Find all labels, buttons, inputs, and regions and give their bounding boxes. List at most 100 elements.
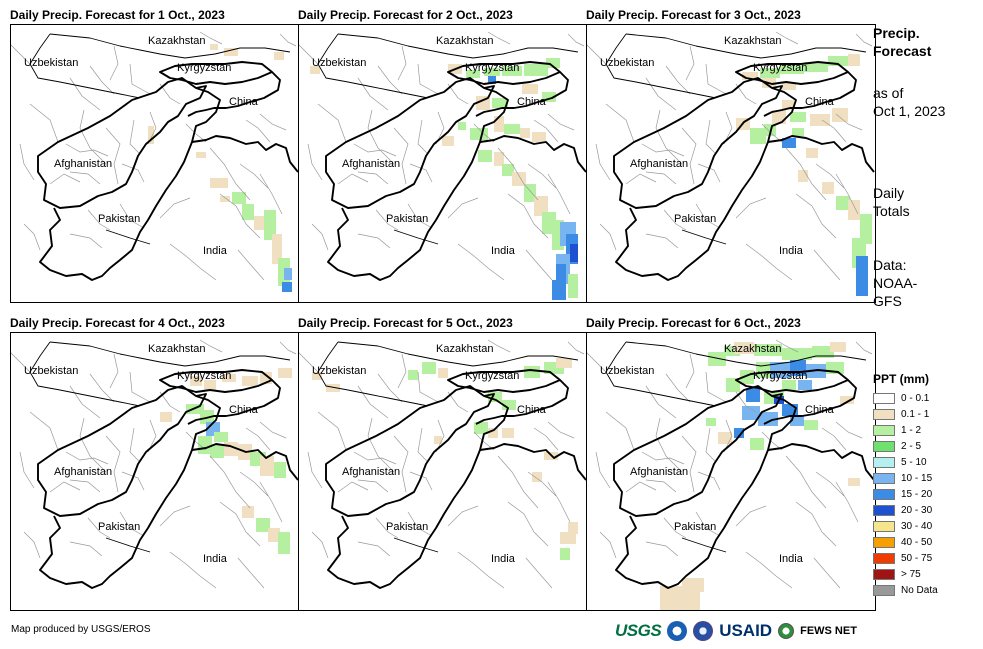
- country-boundary-china: [763, 71, 857, 117]
- legend-item: 10 - 15: [873, 470, 973, 486]
- country-boundary-kaz: [49, 341, 291, 367]
- precip-cell: [552, 280, 566, 300]
- province-boundary: [377, 65, 403, 95]
- precip-cell: [504, 124, 520, 134]
- panel-title: Daily Precip. Forecast for 3 Oct., 2023: [586, 8, 801, 22]
- province-boundary: [435, 111, 445, 145]
- legend-item: 50 - 75: [873, 550, 973, 566]
- precip-cell: [804, 62, 828, 72]
- legend-label: 0 - 0.1: [901, 392, 930, 404]
- province-boundary: [681, 435, 697, 493]
- legend-swatch: [873, 440, 895, 452]
- precip-cell: [278, 532, 290, 554]
- province-boundary: [821, 119, 847, 143]
- province-boundary: [723, 111, 733, 145]
- country-boundary-kaz: [625, 33, 867, 59]
- totals-line1: Daily: [873, 185, 905, 201]
- country-boundary-pak: [39, 87, 221, 281]
- province-boundary: [835, 113, 863, 131]
- precip-cell: [806, 148, 818, 158]
- precip-cell: [734, 342, 754, 354]
- legend-label: 5 - 10: [901, 456, 927, 468]
- province-boundary: [311, 223, 329, 251]
- province-boundary: [761, 431, 783, 451]
- precip-cell: [264, 210, 276, 240]
- usaid-logo: USAID: [719, 621, 773, 640]
- province-boundary: [785, 147, 827, 201]
- country-label-kyrgyzstan: Kyrgyzstan: [177, 370, 231, 382]
- legend-swatch: [873, 488, 895, 500]
- country-boundary-afg: [37, 385, 207, 517]
- country-label-afghanistan: Afghanistan: [54, 158, 112, 170]
- province-boundary: [533, 119, 559, 143]
- province-boundary: [835, 173, 859, 215]
- province-boundary: [337, 481, 369, 493]
- country-boundary-afg: [37, 77, 207, 209]
- country-label-uzbekistan: Uzbekistan: [600, 57, 654, 69]
- province-boundary: [685, 353, 695, 389]
- map-svg: Kazakhstan Uzbekistan Kyrgyzstan China Afgha…: [298, 332, 588, 611]
- country-label-kyrgyzstan: Kyrgyzstan: [465, 370, 519, 382]
- province-boundary: [547, 173, 571, 215]
- precip-cell: [832, 108, 848, 122]
- precip-cell: [798, 380, 812, 390]
- country-label-india: India: [203, 245, 228, 257]
- legend-swatch: [873, 392, 895, 404]
- province-boundary: [599, 223, 617, 251]
- precip-cell: [790, 112, 806, 122]
- country-label-india: India: [779, 245, 804, 257]
- province-boundary: [129, 63, 151, 95]
- province-boundary: [307, 143, 323, 181]
- province-boundary: [245, 119, 271, 143]
- country-boundary-india1: [767, 443, 875, 481]
- precip-cell: [282, 282, 292, 292]
- province-boundary: [641, 143, 685, 157]
- province-boundary: [527, 163, 557, 189]
- precip-cell: [812, 346, 834, 358]
- province-boundary: [87, 209, 111, 231]
- province-boundary: [393, 435, 409, 493]
- province-boundary: [735, 83, 757, 105]
- country-boundary-kaz: [337, 341, 579, 367]
- province-boundary: [69, 479, 101, 493]
- country-label-afghanistan: Afghanistan: [630, 466, 688, 478]
- precip-cell: [532, 472, 542, 482]
- legend-label: 40 - 50: [901, 536, 933, 548]
- precip-map: Kazakhstan Uzbekistan Kyrgyzstan China Afgha…: [10, 24, 300, 303]
- precip-cell: [232, 192, 246, 204]
- precip-cell: [822, 182, 834, 194]
- totals-note: Daily Totals: [873, 184, 910, 220]
- province-boundary: [377, 373, 403, 403]
- province-boundary: [10, 351, 31, 373]
- precip-cell: [760, 68, 780, 78]
- map-svg: Kazakhstan Uzbekistan Kyrgyzstan China Afgha…: [298, 24, 588, 303]
- panel-title: Daily Precip. Forecast for 2 Oct., 2023: [298, 8, 513, 22]
- country-boundary-india2: [681, 229, 727, 245]
- province-boundary: [298, 43, 319, 65]
- province-boundary: [23, 531, 41, 559]
- province-boundary: [317, 411, 347, 451]
- province-boundary: [625, 481, 657, 493]
- province-boundary: [237, 249, 265, 281]
- country-boundary-india2: [681, 537, 727, 553]
- country-boundary-india1: [767, 135, 875, 173]
- province-boundary: [645, 171, 677, 185]
- as-of-date: as of Oct 1, 2023: [873, 84, 945, 120]
- province-boundary: [447, 505, 479, 527]
- province-boundary: [705, 119, 717, 155]
- province-boundary: [695, 511, 721, 537]
- province-boundary: [525, 557, 553, 589]
- legend-label: 2 - 5: [901, 440, 922, 452]
- precip-cell: [706, 418, 716, 426]
- map-frame: [586, 24, 876, 303]
- precip-cell: [746, 388, 760, 402]
- province-boundary: [409, 163, 433, 183]
- precip-cell: [408, 370, 418, 380]
- legend-item: No Data: [873, 582, 973, 598]
- country-label-kyrgyzstan: Kyrgyzstan: [753, 62, 807, 74]
- province-boundary: [815, 163, 845, 189]
- province-boundary: [159, 505, 191, 527]
- province-boundary: [447, 391, 469, 413]
- country-label-uzbekistan: Uzbekistan: [24, 57, 78, 69]
- country-boundary-china: [187, 71, 281, 117]
